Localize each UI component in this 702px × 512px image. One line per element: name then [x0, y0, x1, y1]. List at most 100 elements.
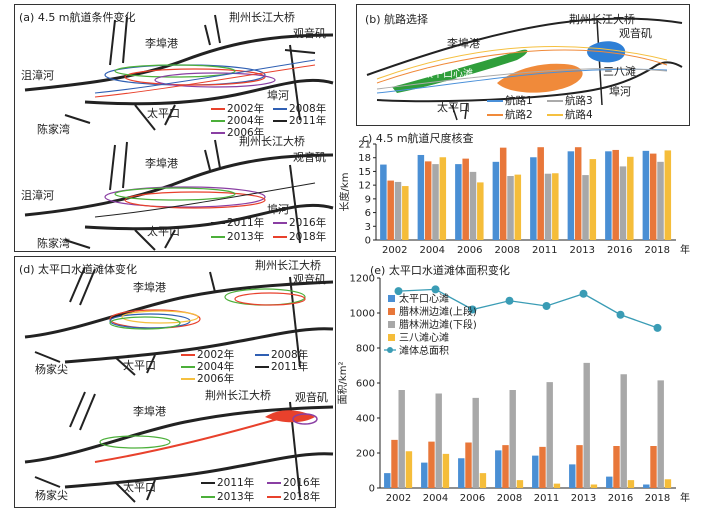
legend-swatch	[388, 334, 395, 341]
legend-label: 滩体总面积	[399, 344, 449, 357]
bar	[574, 147, 582, 240]
legend-item: 2006年	[181, 371, 234, 386]
legend-label: 航路1	[505, 95, 533, 107]
bar	[664, 150, 672, 240]
y-tick-label: 18	[358, 153, 371, 164]
legend-item: 航路2	[487, 107, 533, 122]
x-tick-label: 2016	[607, 245, 632, 256]
taipingkou-label: 太平口	[437, 101, 470, 114]
y-tick-label: 400	[356, 414, 375, 425]
x-axis-label: 年	[680, 243, 690, 256]
legend-label: 2013年	[217, 491, 255, 503]
panel-a-title: (a) 4.5 m航道条件变化	[19, 11, 136, 24]
x-tick-label: 2004	[423, 493, 448, 504]
y-tick-label: 3	[365, 222, 371, 233]
legend-item: 2011年	[201, 475, 254, 490]
legend-item: 航路1	[487, 93, 533, 108]
bar	[569, 464, 576, 488]
fuhe-label: 埠河	[267, 89, 289, 102]
bar	[532, 455, 539, 488]
taipingkou-bar-label: 太平口心滩	[423, 69, 473, 80]
legend-swatch	[255, 366, 269, 368]
legend-swatch	[487, 114, 503, 116]
bar	[539, 446, 546, 488]
legend-label: 2016年	[289, 217, 327, 229]
legend-item: 2016年	[267, 475, 320, 490]
total-area-point	[468, 305, 477, 314]
x-tick-label: 2002	[382, 245, 407, 256]
legend-item: 2016年	[273, 215, 326, 230]
x-tick-label: 2008	[497, 493, 522, 504]
legend-label: 腊林洲边滩(下段)	[399, 318, 477, 331]
guanyinji-label: 观音矶	[619, 27, 652, 40]
bar	[417, 154, 425, 240]
bar	[465, 442, 472, 488]
bar	[502, 445, 509, 488]
panel-d-shoal-changes: (d) 太平口水道滩体变化 荆州长江大桥 观音矶 李埠港 杨家尖 太平口 200…	[14, 256, 336, 508]
legend-label: 2004年	[197, 361, 235, 373]
x-tick-label: 2002	[386, 493, 411, 504]
bar	[619, 166, 627, 240]
legend-swatch	[181, 354, 195, 356]
panel-b-title: (b) 航路选择	[365, 13, 429, 26]
chart-title: c) 4.5 m航道尺度核查	[362, 131, 474, 145]
bar	[469, 171, 477, 240]
bar	[643, 484, 650, 488]
bar	[492, 161, 500, 240]
legend-item: 2008年	[273, 101, 326, 116]
chart-e-svg: 0 200 400 600 800 1000 1200 2002 2004 2006 2008 201…	[337, 263, 690, 504]
x-tick-label: 2016	[608, 493, 633, 504]
y-tick-label: 200	[356, 449, 375, 460]
legend-swatch	[211, 236, 225, 238]
bar	[530, 157, 537, 240]
panel-b-route-selection: (b) 航路选择 荆州长江大桥 观音矶 李埠港 太平口心滩 三八滩 埠河 太平口…	[356, 4, 690, 126]
bar	[421, 462, 428, 488]
bridge-label: 荆州长江大桥	[239, 135, 305, 148]
taipingkou-label: 太平口	[123, 481, 156, 494]
legend-label: 2013年	[227, 231, 265, 243]
legend-item: 2013年	[211, 229, 264, 244]
lifugang-label: 李埠港	[133, 281, 166, 294]
legend-label: 2018年	[289, 231, 327, 243]
lifugang-label: 李埠港	[145, 157, 178, 170]
bar	[589, 159, 597, 240]
legend-label: 2011年	[217, 477, 255, 489]
legend-swatch	[181, 378, 195, 380]
yangjiajian-label: 杨家尖	[35, 489, 68, 502]
guanyinji-label: 观音矶	[293, 273, 326, 286]
lifugang-label: 李埠港	[145, 37, 178, 50]
bar	[576, 445, 583, 488]
legend-swatch	[547, 100, 563, 102]
bar	[509, 390, 516, 488]
legend-swatch	[181, 366, 195, 368]
bar	[394, 181, 402, 240]
bar	[479, 473, 487, 488]
y-tick-label: 1000	[350, 309, 375, 320]
legend-label: 2006年	[197, 373, 235, 385]
jushanghe-label: 沮漳河	[21, 189, 54, 202]
y-tick-label: 6	[365, 208, 371, 219]
legend-swatch	[201, 482, 215, 484]
legend-swatch	[388, 295, 395, 302]
bar	[398, 390, 405, 488]
legend-label: 2011年	[271, 361, 309, 373]
bar	[567, 151, 575, 240]
bar	[391, 439, 398, 488]
panel-a-channel-conditions: (a) 4.5 m航道条件变化 荆州长江大桥 观音矶 李埠港 沮漳河 埠河 太平…	[14, 4, 336, 252]
bar	[387, 180, 394, 240]
bar	[650, 446, 657, 488]
legend-swatch	[201, 496, 215, 498]
legend-item: 2011年	[211, 215, 264, 230]
bar	[442, 453, 450, 488]
bar	[424, 161, 432, 240]
bar	[583, 362, 590, 488]
panel-d-map	[24, 266, 334, 503]
legend-label: 航路4	[565, 109, 593, 121]
total-area-point	[431, 285, 440, 294]
chenjiawan-label: 陈家湾	[37, 123, 70, 136]
y-tick-label: 15	[358, 167, 371, 178]
bar	[462, 158, 469, 240]
taipingkou-label: 太平口	[123, 359, 156, 372]
legend-item: 2002年	[211, 101, 264, 116]
bar	[472, 397, 479, 488]
